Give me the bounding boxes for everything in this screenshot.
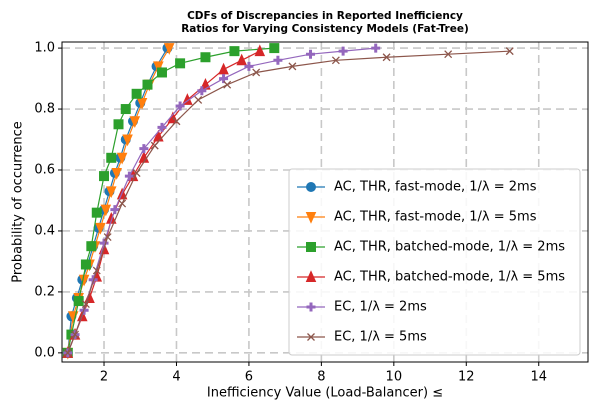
x-tick-label: 4 (172, 370, 180, 385)
marker (105, 212, 117, 224)
y-tick-label: 1.0 (34, 41, 55, 56)
marker (200, 52, 211, 63)
marker (103, 233, 112, 242)
marker (254, 44, 266, 57)
marker (331, 56, 340, 65)
marker (100, 204, 112, 217)
legend-label: AC, THR, batched-mode, 1/λ = 5ms (334, 270, 565, 285)
marker (73, 296, 84, 307)
marker (382, 53, 391, 62)
marker (91, 207, 102, 218)
y-tick-label: 0.8 (34, 102, 55, 117)
marker (113, 119, 124, 130)
marker (269, 43, 280, 54)
marker (505, 47, 514, 56)
marker (288, 62, 297, 71)
marker (172, 117, 181, 126)
y-tick-label: 0.0 (34, 345, 55, 360)
marker (105, 186, 117, 199)
marker (153, 61, 164, 74)
marker (236, 53, 247, 66)
x-tick-label: 10 (386, 370, 403, 385)
x-tick-label: 2 (100, 370, 108, 385)
marker (136, 97, 148, 110)
marker (163, 43, 175, 55)
marker (81, 300, 90, 309)
marker (106, 152, 117, 163)
legend-label: AC, THR, batched-mode, 1/λ = 2ms (334, 240, 565, 255)
marker (444, 50, 453, 59)
legend-box (288, 168, 581, 356)
chart-title: Ratios for Varying Consistency Models (F… (181, 23, 469, 35)
marker (71, 330, 80, 339)
marker (110, 205, 120, 215)
marker (156, 67, 167, 78)
marker (122, 134, 133, 147)
marker (244, 61, 254, 71)
marker (307, 333, 315, 341)
marker (63, 348, 72, 357)
x-tick-label: 8 (317, 370, 325, 385)
marker (306, 182, 316, 192)
marker (305, 212, 317, 224)
marker (273, 55, 283, 65)
marker (371, 43, 381, 53)
legend-label: AC, THR, fast-mode, 1/λ = 5ms (334, 210, 537, 225)
marker (306, 49, 316, 59)
marker (157, 122, 167, 132)
chart-title: CDFs of Discrepancies in Reported Ineffi… (187, 10, 463, 22)
marker (80, 259, 91, 270)
marker (116, 152, 128, 165)
y-axis-label: Probability of occurrence (11, 121, 26, 283)
y-tick-label: 0.6 (34, 163, 55, 178)
marker (86, 241, 97, 252)
x-tick-label: 6 (245, 370, 253, 385)
marker (175, 101, 185, 111)
marker (150, 141, 159, 150)
legend-label: AC, THR, fast-mode, 1/λ = 2ms (334, 180, 537, 195)
marker (111, 168, 122, 180)
marker (131, 88, 142, 99)
y-tick-label: 0.4 (34, 223, 55, 238)
marker (132, 169, 141, 178)
marker (229, 46, 240, 57)
marker (306, 242, 316, 252)
x-tick-label: 14 (530, 370, 547, 385)
plot-frame (61, 41, 589, 363)
legend-label: EC, 1/λ = 5ms (334, 330, 427, 345)
marker (142, 79, 153, 90)
marker (218, 62, 229, 75)
y-tick-label: 0.2 (34, 284, 55, 299)
marker (252, 68, 261, 77)
marker (306, 302, 316, 312)
marker (95, 222, 106, 235)
x-axis-label: Inefficiency Value (Load-Balancer) ≤ (207, 386, 443, 401)
marker (124, 171, 134, 181)
marker (175, 58, 186, 69)
marker (99, 171, 110, 182)
marker (223, 80, 232, 89)
marker (338, 46, 348, 56)
marker (129, 116, 141, 128)
marker (120, 104, 131, 115)
marker (197, 86, 207, 96)
series-line (67, 50, 261, 354)
marker (194, 95, 203, 104)
marker (92, 266, 101, 275)
x-tick-label: 12 (458, 370, 475, 385)
marker (305, 270, 317, 282)
series-line (67, 47, 275, 353)
marker (139, 144, 149, 154)
marker (118, 199, 127, 208)
legend-label: EC, 1/λ = 2ms (334, 300, 427, 315)
